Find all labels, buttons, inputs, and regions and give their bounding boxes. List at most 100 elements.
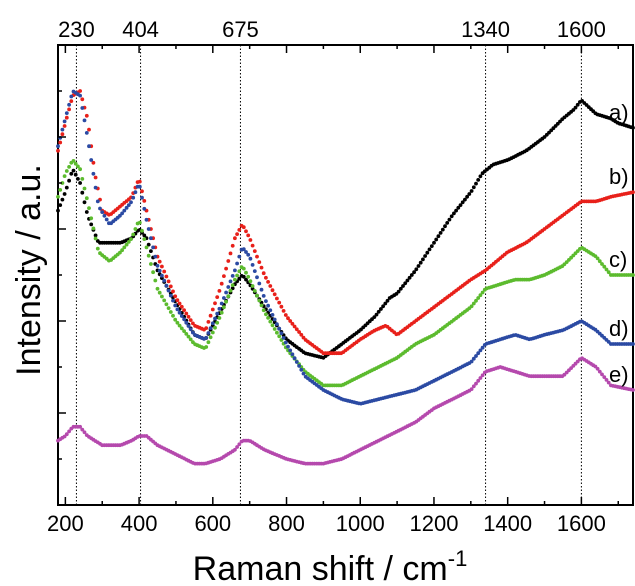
data-point [137,220,142,225]
data-point [142,199,147,203]
data-point [237,254,242,259]
data-point [445,221,450,225]
data-point [297,364,301,368]
data-point [264,275,268,280]
data-point [162,278,167,283]
data-point [133,227,138,231]
data-point [146,242,151,247]
data-point [248,256,253,261]
data-point [84,196,89,201]
data-point [69,99,74,103]
data-point [131,195,136,200]
data-point [407,275,412,280]
data-point [401,284,405,288]
data-point [602,264,607,269]
data-point [398,286,403,291]
data-point [383,301,388,306]
data-point [177,323,182,328]
data-point [244,250,248,254]
data-point [73,161,78,166]
data-point [226,285,231,289]
data-point [175,298,180,303]
reference-lines [75,45,582,505]
data-point [275,322,279,326]
data-point [233,236,237,241]
data-point [405,278,410,283]
reference-label-230: 230 [58,17,95,42]
data-point [175,307,180,312]
data-point [270,288,275,293]
data-point [246,274,251,279]
data-point [93,236,98,241]
data-point [268,284,273,288]
data-point [374,312,379,317]
data-point [89,216,94,221]
data-point [294,360,299,364]
data-point [58,188,63,192]
data-point [474,381,478,386]
data-point [270,323,275,328]
data-point [155,286,160,291]
data-point [153,278,158,283]
data-point [84,113,89,118]
data-point [241,225,246,230]
data-point [469,359,474,364]
x-axis-title: Raman shift / cm-1 [193,546,468,586]
data-point [460,200,465,205]
data-point [208,326,213,330]
data-point [126,203,131,208]
data-point [631,273,635,277]
data-point [137,184,142,189]
data-point [213,301,217,306]
data-point [151,270,156,275]
data-point [177,301,182,306]
x-axis-title-superscript: -1 [448,546,468,571]
data-point [78,93,82,98]
x-tick-label: 200 [47,511,84,536]
data-point [244,229,248,234]
data-point [60,181,65,185]
data-point [396,289,401,294]
data-point [171,289,175,294]
data-point [281,336,286,340]
data-point [164,274,169,279]
data-point [299,332,304,337]
data-point [168,293,173,298]
data-point [600,262,604,266]
data-point [137,179,142,184]
data-point [80,97,85,102]
data-point [272,317,277,322]
data-point [67,429,71,434]
data-point [204,335,209,340]
data-point [71,168,76,173]
data-point [64,185,69,190]
data-point [91,171,96,176]
data-point [376,309,381,314]
data-point [299,367,304,372]
data-point [78,167,82,172]
data-point [98,206,102,211]
data-point [283,313,288,317]
data-point [179,304,184,309]
data-point [87,206,91,211]
data-point [294,327,299,332]
data-point [268,308,273,313]
data-point [288,319,293,323]
data-point [606,270,611,275]
series-label-c: c) [609,247,627,272]
data-point [120,211,124,216]
x-tick-label: 1000 [336,511,385,536]
data-point [182,308,187,312]
data-point [277,326,282,331]
data-point [449,214,454,219]
data-point [142,237,147,242]
data-point [631,388,635,392]
data-point [230,283,235,287]
data-point [171,313,175,318]
data-point [157,268,162,273]
data-point [237,269,242,274]
data-point [210,321,215,326]
data-point [67,165,71,169]
data-point [78,181,82,185]
data-point [421,257,425,262]
